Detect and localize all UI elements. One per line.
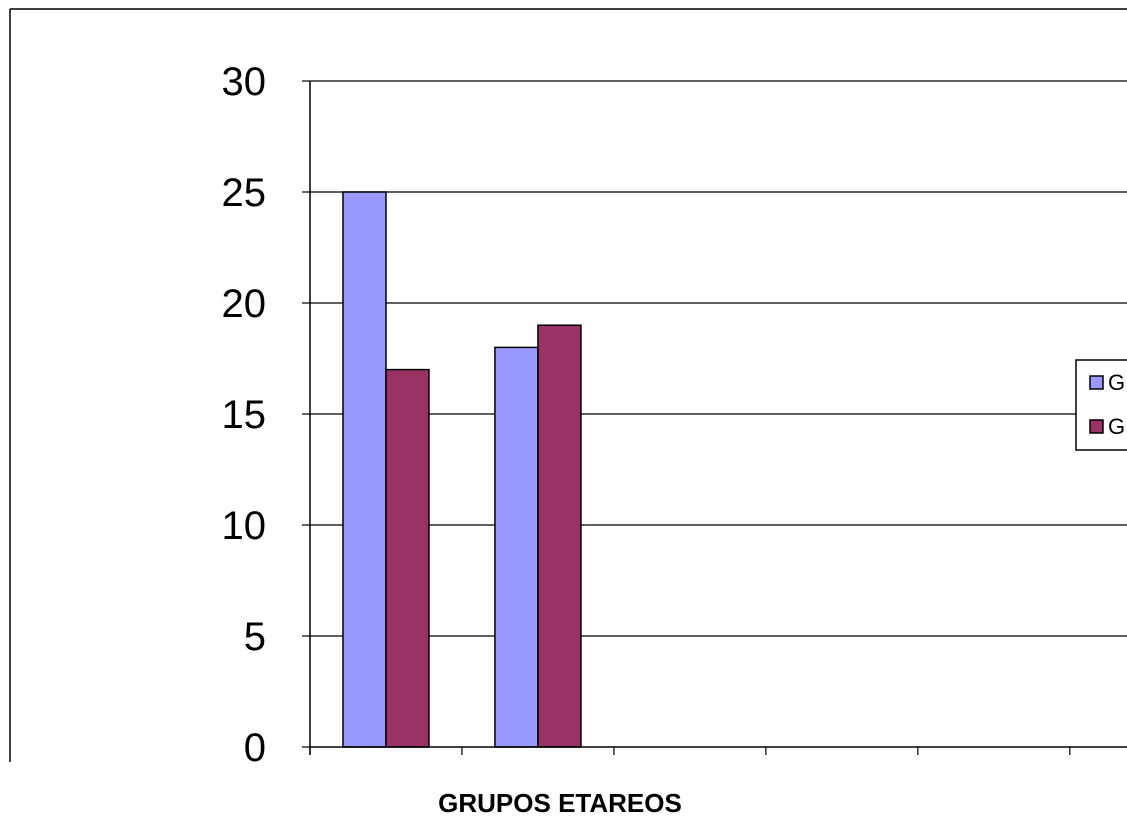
y-tick-label: 10 [222,504,267,548]
x-axis-label: GRUPOS ETAREOS [438,788,682,818]
bar-s0-c0 [342,191,387,748]
gridlines [310,80,1127,637]
legend-label-0: G [1108,370,1125,395]
y-tick-label: 5 [244,615,266,659]
y-tick-label: 25 [222,171,267,215]
bars [342,191,582,748]
legend: G G [1075,359,1127,451]
y-tick-label: 0 [244,726,266,770]
y-tick-label: 15 [222,393,267,437]
y-axis-ticks: 0 5 10 15 20 25 30 [222,60,310,770]
x-axis-ticks [309,747,1071,755]
legend-box [1075,359,1127,451]
legend-label-1: G [1108,414,1125,439]
bar-s1-c1 [537,324,582,748]
bar-s0-c1 [494,346,539,748]
legend-swatch-1 [1089,419,1104,434]
bar-s1-c0 [385,368,430,748]
y-tick-label: 20 [222,282,267,326]
legend-swatch-0 [1089,375,1104,390]
y-tick-label: 30 [222,60,267,104]
